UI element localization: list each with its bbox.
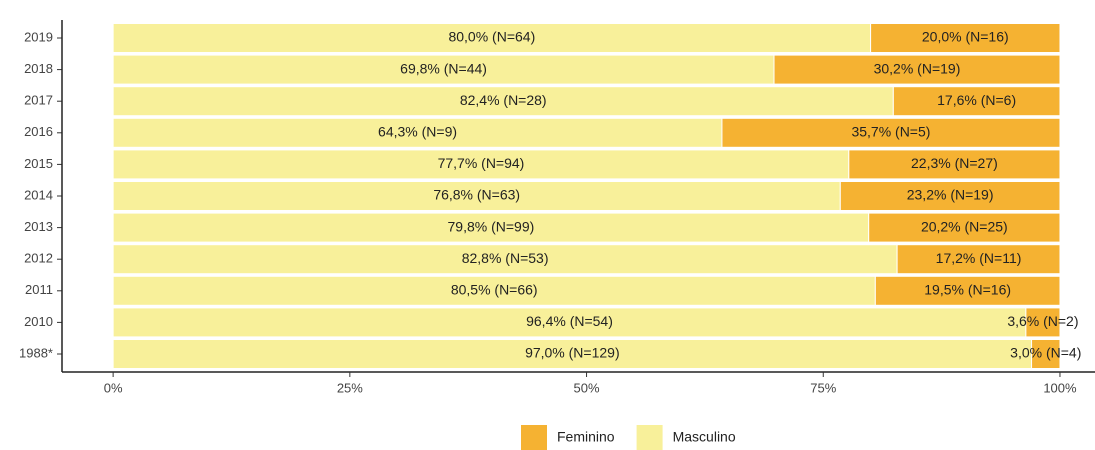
bar-segment [721, 117, 1061, 148]
data-label: 30,2% (N=19) [874, 60, 961, 76]
data-label: 76,8% (N=63) [433, 187, 520, 203]
bar-segment [892, 86, 1061, 117]
data-label: 82,8% (N=53) [462, 250, 549, 266]
y-tick-label: 2016 [24, 124, 53, 139]
data-label: 35,7% (N=5) [851, 124, 930, 140]
data-label: 80,5% (N=66) [451, 282, 538, 298]
bar-segment [112, 244, 898, 275]
x-tick-label: 25% [337, 380, 363, 395]
bar-segment [848, 149, 1061, 180]
bar-segment [1025, 307, 1061, 338]
x-tick-label: 50% [574, 380, 600, 395]
y-tick-label: 2019 [24, 29, 53, 44]
bar-segment [112, 86, 894, 117]
data-label: 3,0% (N=4) [1010, 345, 1081, 361]
data-label: 79,8% (N=99) [448, 218, 535, 234]
data-label: 3,6% (N=2) [1007, 313, 1078, 329]
bar-segment [112, 212, 870, 243]
data-label: 17,2% (N=11) [936, 250, 1022, 266]
data-label: 20,0% (N=16) [922, 29, 1009, 45]
data-label: 77,7% (N=94) [438, 155, 525, 171]
y-tick-label: 2017 [24, 93, 53, 108]
bar-segment [870, 23, 1061, 53]
bar-segment [112, 54, 775, 85]
y-tick-label: 2011 [25, 282, 53, 297]
data-label: 97,0% (N=129) [525, 345, 620, 361]
data-label: 82,4% (N=28) [460, 92, 547, 108]
y-tick-label: 1988* [19, 345, 53, 360]
legend-swatch [636, 425, 663, 450]
y-tick-label: 2013 [24, 219, 53, 234]
x-tick-label: 100% [1043, 380, 1077, 395]
data-label: 19,5% (N=16) [924, 282, 1011, 298]
y-tick-label: 2012 [24, 251, 53, 266]
y-tick-label: 2014 [24, 187, 53, 202]
data-label: 22,3% (N=27) [911, 155, 998, 171]
data-label: 80,0% (N=64) [448, 29, 535, 45]
bar-segment [112, 307, 1027, 338]
legend-label: Masculino [673, 429, 736, 445]
data-label: 96,4% (N=54) [526, 313, 613, 329]
data-label: 69,8% (N=44) [400, 60, 487, 76]
bar-segment [874, 275, 1061, 306]
bar-segment [868, 212, 1061, 243]
bar-segment [112, 275, 876, 306]
bar-segment [896, 244, 1061, 275]
bar-segment [1031, 339, 1061, 369]
y-tick-label: 2015 [24, 156, 53, 171]
bar-segment [112, 181, 841, 211]
data-label: 64,3% (N=9) [378, 124, 457, 140]
y-tick-label: 2010 [24, 314, 53, 329]
x-tick-label: 75% [810, 380, 836, 395]
legend-label: Feminino [557, 429, 615, 445]
y-tick-label: 2018 [24, 61, 53, 76]
bar-segment [773, 54, 1061, 85]
data-label: 23,2% (N=19) [907, 187, 994, 203]
x-tick-label: 0% [104, 380, 123, 395]
bar-segment [839, 181, 1061, 211]
bar-segment [112, 339, 1033, 369]
bar-segment [112, 149, 850, 180]
legend-swatch [521, 425, 547, 450]
data-label: 20,2% (N=25) [921, 218, 1008, 234]
data-label: 17,6% (N=6) [937, 92, 1016, 108]
